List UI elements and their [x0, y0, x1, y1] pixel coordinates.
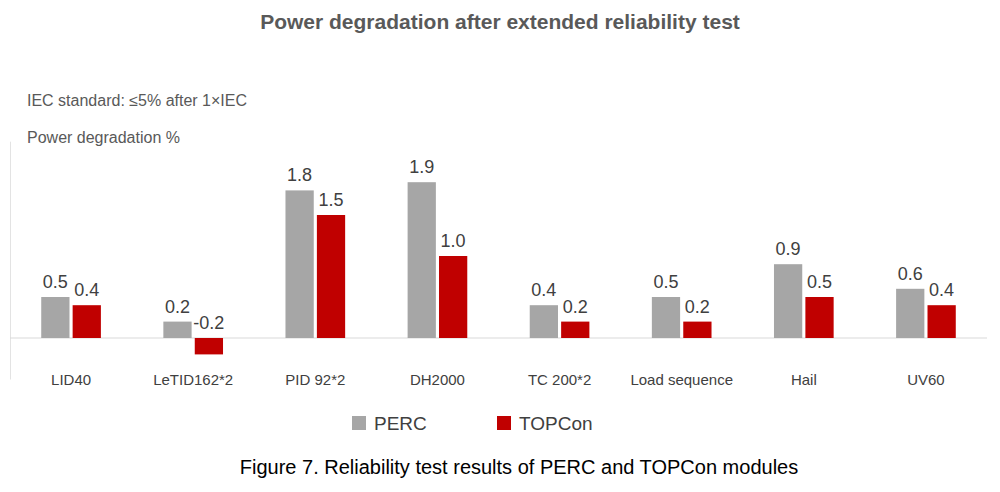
- bar: [896, 289, 924, 338]
- data-label: 0.2: [563, 297, 588, 317]
- data-label: 0.4: [929, 280, 954, 300]
- bar: [163, 322, 191, 338]
- x-tick: TC 200*2: [528, 371, 591, 388]
- annotation: Power degradation %: [27, 129, 180, 146]
- bar: [41, 297, 69, 338]
- x-tick-label: TC 200*2: [528, 371, 591, 388]
- series: [41, 182, 924, 338]
- data-label: 1.8: [287, 165, 312, 185]
- y-axis-line: [10, 142, 11, 380]
- bar: [530, 305, 558, 338]
- data-label: 0.9: [776, 239, 801, 259]
- legend-label: TOPCon: [519, 413, 593, 434]
- data-label: 0.5: [807, 272, 832, 292]
- x-tick-label: DH2000: [410, 371, 465, 388]
- data-label: 0.4: [74, 280, 99, 300]
- x-tick-label: PID 92*2: [285, 371, 345, 388]
- x-tick: Load sequence: [630, 371, 733, 388]
- x-tick-label: LID40: [51, 371, 91, 388]
- title: Power degradation after extended reliabi…: [260, 10, 740, 33]
- y-axis: [10, 142, 12, 380]
- data-label: 1.5: [318, 190, 343, 210]
- bar: [805, 297, 833, 338]
- legend-swatch: [497, 416, 511, 430]
- x-tick-label: LeTID162*2: [153, 371, 233, 388]
- x-tick: PID 92*2: [285, 371, 345, 388]
- bar: [683, 322, 711, 338]
- legend-label: PERC: [374, 413, 427, 434]
- x-tick-label: UV60: [907, 371, 945, 388]
- bar: [285, 190, 313, 338]
- x-tick: LeTID162*2: [153, 371, 233, 388]
- chart: Power degradation after extended reliabi…: [0, 0, 1000, 492]
- caption: Figure 7. Reliability test results of PE…: [240, 456, 798, 478]
- annotation: IEC standard: ≤5% after 1×IEC: [27, 92, 247, 109]
- bar: [195, 338, 223, 354]
- bar: [317, 215, 345, 338]
- data-labels: 0.5 0.2 1.8 1.9 0.4 0.5 0.9 0.6 0.4 -0.2 1.5 1.0 0.2…: [43, 157, 954, 333]
- bar: [408, 182, 436, 338]
- data-label: 0.5: [653, 272, 678, 292]
- data-label: -0.2: [193, 313, 224, 333]
- x-tick-label: Hail: [791, 371, 817, 388]
- data-label: 1.0: [441, 231, 466, 251]
- data-label: 1.9: [409, 157, 434, 177]
- data-label: 0.4: [531, 280, 556, 300]
- data-label: 0.2: [685, 297, 710, 317]
- data-label: 0.2: [165, 297, 190, 317]
- x-tick: Hail: [791, 371, 817, 388]
- grid-line: [10, 338, 987, 339]
- x-axis: LID40 LeTID162*2 PID 92*2 DH2000 TC 200*2 Loa…: [51, 371, 945, 388]
- data-label: 0.6: [898, 264, 923, 284]
- x-tick-label: Load sequence: [630, 371, 733, 388]
- grid: [10, 338, 987, 339]
- x-tick: LID40: [51, 371, 91, 388]
- series: [73, 215, 956, 354]
- legend-swatch: [352, 416, 366, 430]
- x-tick: UV60: [907, 371, 945, 388]
- bar: [652, 297, 680, 338]
- bars: [41, 182, 956, 354]
- bar: [73, 305, 101, 338]
- bar: [561, 322, 589, 338]
- bar: [439, 256, 467, 338]
- x-tick: DH2000: [410, 371, 465, 388]
- data-label: 0.5: [43, 272, 68, 292]
- legend: PERC TOPCon: [352, 413, 593, 434]
- bar: [774, 264, 802, 338]
- bar: [928, 305, 956, 338]
